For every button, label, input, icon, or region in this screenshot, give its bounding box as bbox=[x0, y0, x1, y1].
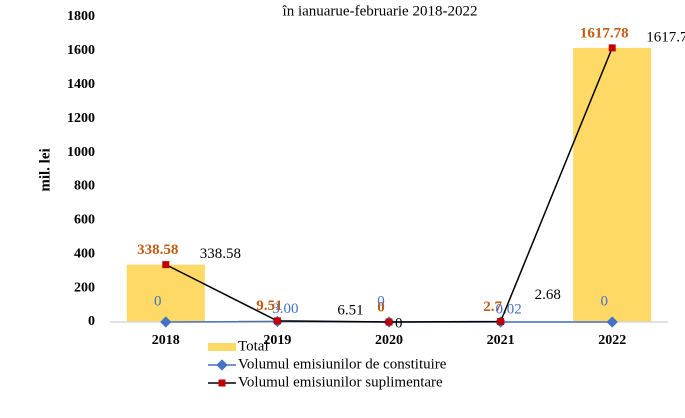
x-tick-label: 2019 bbox=[263, 333, 291, 348]
legend-label: Volumul emisiunilor de constituire bbox=[238, 356, 447, 372]
point-label: 0 bbox=[377, 293, 385, 309]
legend-swatch bbox=[208, 343, 236, 351]
y-tick-label: 1200 bbox=[67, 111, 95, 126]
y-tick-label: 1600 bbox=[67, 43, 95, 58]
marker bbox=[608, 44, 616, 52]
legend-marker bbox=[216, 359, 228, 371]
chart-title: în ianuarue-februarie 2018-2022 bbox=[282, 3, 478, 19]
y-tick-label: 0 bbox=[88, 314, 95, 329]
bar bbox=[126, 264, 205, 322]
series-line bbox=[165, 47, 613, 323]
point-label: 2.68 bbox=[535, 287, 561, 303]
y-tick-label: 1800 bbox=[67, 9, 95, 24]
y-tick-label: 600 bbox=[74, 213, 95, 228]
marker bbox=[273, 317, 281, 325]
x-tick-label: 2022 bbox=[598, 333, 626, 348]
y-tick-label: 1000 bbox=[67, 145, 95, 160]
bar-label: 9.51 bbox=[256, 298, 282, 314]
point-label: 1617.78 bbox=[646, 29, 685, 45]
bar-label: 2.7 bbox=[483, 299, 502, 315]
marker bbox=[606, 316, 618, 328]
y-tick-label: 1400 bbox=[67, 77, 95, 92]
bar bbox=[573, 47, 652, 323]
marker bbox=[162, 261, 170, 269]
y-tick-label: 400 bbox=[74, 246, 95, 261]
bar-label: 0 bbox=[377, 299, 385, 315]
x-tick-label: 2018 bbox=[152, 333, 180, 348]
point-label: 0 bbox=[154, 293, 162, 309]
marker bbox=[497, 318, 505, 326]
point-label: 338.58 bbox=[200, 246, 241, 262]
legend-label: Total bbox=[238, 338, 269, 354]
x-tick-label: 2021 bbox=[487, 333, 515, 348]
legend-marker bbox=[218, 379, 226, 387]
point-label: 6.51 bbox=[337, 302, 363, 318]
legend-label: Volumul emisiunilor suplimentare bbox=[238, 374, 443, 390]
point-label: 0.02 bbox=[495, 301, 521, 317]
marker bbox=[160, 316, 172, 328]
point-label: 0 bbox=[600, 293, 608, 309]
y-tick-label: 200 bbox=[74, 280, 95, 295]
x-tick-label: 2020 bbox=[375, 333, 403, 348]
point-label: 0 bbox=[395, 315, 403, 331]
y-axis-label: mil. lei bbox=[37, 148, 53, 191]
marker bbox=[385, 318, 393, 326]
y-tick-label: 800 bbox=[74, 179, 95, 194]
point-label: 3.00 bbox=[272, 301, 298, 317]
bar-label: 338.58 bbox=[137, 242, 178, 258]
bar-label: 1617.78 bbox=[580, 25, 629, 41]
